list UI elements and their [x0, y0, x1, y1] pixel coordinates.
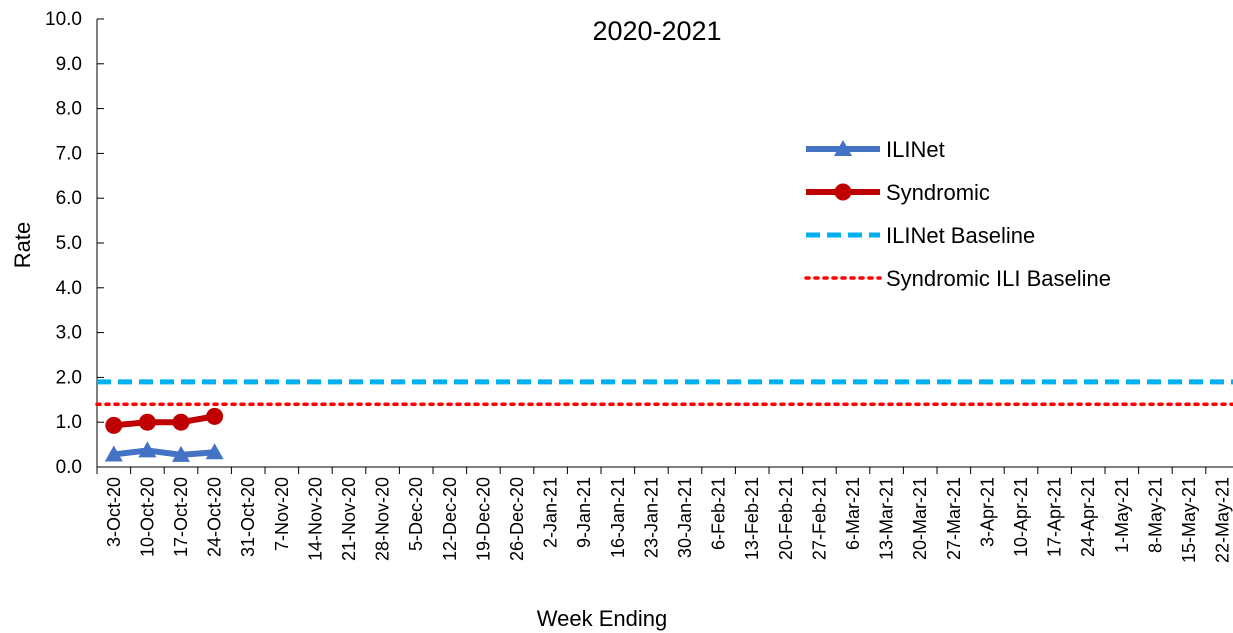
y-tick-label: 2.0	[56, 367, 82, 388]
syndromic-marker	[206, 407, 224, 425]
x-tick-label: 5-Dec-20	[406, 477, 426, 551]
syndromic-marker	[172, 413, 190, 431]
x-tick-label: 12-Dec-20	[440, 477, 460, 561]
x-tick-label: 13-Mar-21	[877, 477, 897, 560]
axes: 0.0 1.0 2.0 3.0 4.0 5.0 6.0 7.0 8.0 9.0 10.0 3-Oct-…	[45, 9, 1233, 563]
x-tick-label: 16-Jan-21	[608, 477, 628, 558]
x-tick-label: 15-May-21	[1179, 477, 1199, 563]
x-tick-label: 21-Nov-20	[339, 477, 359, 561]
syndromic-marker	[105, 416, 123, 434]
x-tick-label: 19-Dec-20	[473, 477, 493, 561]
x-tick-label: 22-May-21	[1213, 477, 1233, 563]
x-tick-label: 20-Feb-21	[776, 477, 796, 560]
legend-label-syndromic: Syndromic	[886, 180, 990, 205]
plot-area	[95, 379, 1233, 462]
x-axis-title: Week Ending	[537, 606, 667, 631]
x-tick-label: 28-Nov-20	[373, 477, 393, 561]
legend-label-syndromic-ili-baseline: Syndromic ILI Baseline	[886, 266, 1111, 291]
x-tick-label: 13-Feb-21	[742, 477, 762, 560]
y-tick-label: 4.0	[56, 278, 82, 299]
x-tick-label: 27-Mar-21	[944, 477, 964, 560]
y-tick-label: 6.0	[56, 188, 82, 209]
x-tick-label: 2-Jan-21	[541, 477, 561, 548]
ilinet-marker	[205, 443, 224, 460]
y-tick-label: 10.0	[45, 9, 82, 30]
ilinet-marker	[104, 445, 123, 462]
y-tick-label: 0.0	[56, 457, 82, 478]
y-tick-label: 3.0	[56, 323, 82, 344]
x-tick-label: 17-Oct-20	[171, 477, 191, 557]
x-tick-label: 27-Feb-21	[809, 477, 829, 560]
syndromic-line	[113, 413, 216, 429]
syndromic-marker	[138, 413, 156, 431]
syndromic-marker	[834, 183, 852, 201]
ilinet-marker	[138, 441, 157, 458]
x-tick-label: 24-Oct-20	[205, 477, 225, 557]
x-tick-label: 24-Apr-21	[1078, 477, 1098, 557]
y-tick-label: 1.0	[56, 412, 82, 433]
x-tick-label: 1-May-21	[1112, 477, 1132, 553]
x-tick-label: 9-Jan-21	[574, 477, 594, 548]
ilinet-marker	[172, 445, 190, 462]
x-tick-label: 3-Apr-21	[977, 477, 997, 547]
ilinet-line	[113, 447, 215, 458]
x-tick-label: 30-Jan-21	[675, 477, 695, 558]
y-tick-label: 8.0	[56, 99, 82, 120]
x-tick-label: 14-Nov-20	[305, 477, 325, 561]
chart-title: 2020-2021	[592, 16, 721, 46]
x-tick-label: 20-Mar-21	[910, 477, 930, 560]
y-axis-title: Rate	[10, 222, 35, 268]
y-tick-label: 5.0	[56, 233, 82, 254]
x-tick-label: 23-Jan-21	[641, 477, 661, 558]
x-tick-label: 3-Oct-20	[104, 477, 124, 547]
y-tick-label: 9.0	[56, 54, 82, 75]
x-tick-label: 26-Dec-20	[507, 477, 527, 561]
x-tick-label: 7-Nov-20	[272, 477, 292, 551]
ilinet-marker	[834, 140, 852, 156]
legend-label-ilinet-baseline: ILINet Baseline	[886, 223, 1035, 248]
x-tick-label: 6-Feb-21	[709, 477, 729, 550]
x-tick-label: 10-Oct-20	[137, 477, 157, 557]
x-tick-label: 17-Apr-21	[1045, 477, 1065, 557]
x-tick-label: 8-May-21	[1145, 477, 1165, 553]
x-tick-label: 6-Mar-21	[843, 477, 863, 550]
y-tick-label: 7.0	[56, 143, 82, 164]
x-tick-label: 10-Apr-21	[1011, 477, 1031, 557]
x-tick-label: 31-Oct-20	[238, 477, 258, 557]
legend-label-ilinet: ILINet	[886, 137, 945, 162]
legend: ILINet Syndromic ILINet Baseline Syndromic …	[804, 137, 1111, 291]
